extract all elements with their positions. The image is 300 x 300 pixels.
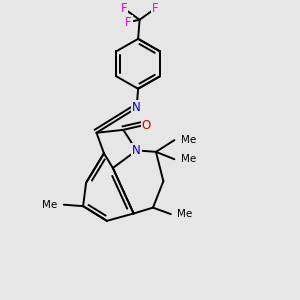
Text: N: N — [132, 144, 141, 157]
Text: Me: Me — [181, 135, 196, 145]
Text: Me: Me — [177, 209, 193, 219]
Text: Me: Me — [181, 154, 196, 164]
Text: F: F — [152, 2, 158, 15]
Text: O: O — [142, 119, 151, 132]
Text: N: N — [132, 101, 141, 114]
Text: F: F — [125, 16, 132, 28]
Text: F: F — [121, 2, 128, 15]
Text: Me: Me — [42, 200, 57, 210]
